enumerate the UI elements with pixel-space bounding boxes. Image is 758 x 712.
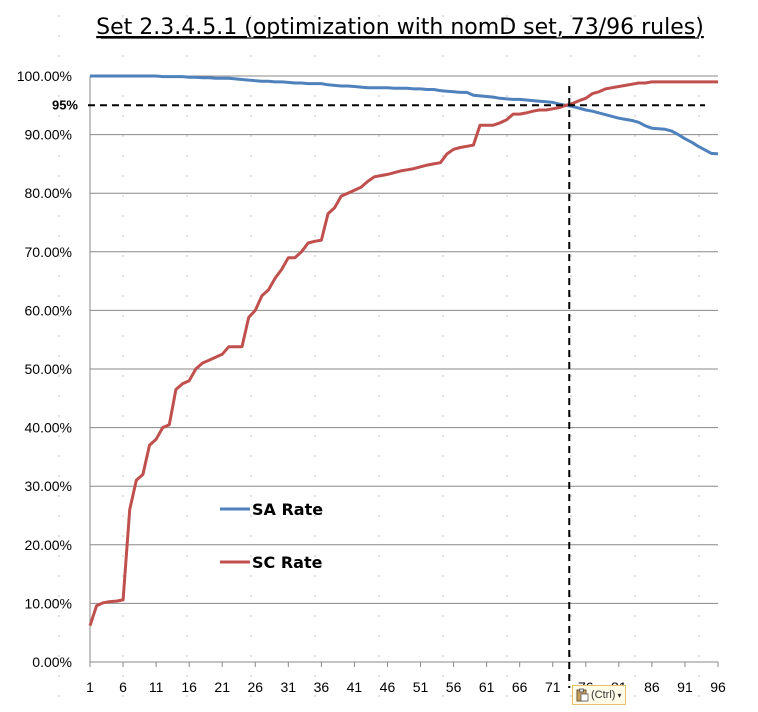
x-tick-label: 71	[545, 679, 561, 695]
y-tick-label: 40.00%	[25, 420, 72, 436]
x-tick-label: 31	[281, 679, 297, 695]
chart-title: Set 2.3.4.5.1 (optimization with nomD se…	[96, 15, 704, 40]
chevron-down-icon: ▾	[617, 690, 622, 700]
x-tick-label: 41	[347, 679, 363, 695]
y-tick-label: 70.00%	[25, 244, 72, 260]
x-tick-label: 66	[512, 679, 528, 695]
series-line-sc-rate	[88, 80, 718, 627]
x-tick-label: 21	[214, 679, 230, 695]
paste-options-label: (Ctrl)	[591, 689, 616, 701]
x-tick-label: 6	[119, 679, 127, 695]
x-tick-label: 36	[314, 679, 330, 695]
x-tick-label: 91	[677, 679, 693, 695]
x-tick-label: 61	[479, 679, 495, 695]
y-tick-label: 0.00%	[32, 654, 72, 670]
paste-options-button[interactable]: (Ctrl) ▾	[572, 685, 626, 705]
legend-label-sc: SC Rate	[252, 553, 323, 572]
x-tick-label: 56	[446, 679, 462, 695]
x-tick-label: 11	[149, 679, 164, 695]
legend-label-sa: SA Rate	[252, 500, 323, 519]
y-tick-label: 10.00%	[25, 595, 72, 611]
reference-line-label: 95%	[52, 97, 78, 112]
clipboard-icon	[575, 688, 589, 702]
y-tick-label: 30.00%	[25, 478, 72, 494]
plot-area: 0.00% 10.00% 20.00% 30.00% 40.00% 50.00% 60.00…	[17, 68, 726, 695]
x-tick-label: 96	[710, 679, 726, 695]
x-tick-label: 51	[413, 679, 429, 695]
y-tick-label: 50.00%	[25, 361, 72, 377]
y-tick-label: 80.00%	[25, 185, 72, 201]
x-tick-label: 16	[181, 679, 197, 695]
series-line-sa-rate	[90, 74, 719, 156]
x-tick-label: 26	[247, 679, 263, 695]
x-tick-label: 86	[644, 679, 660, 695]
y-tick-label: 90.00%	[25, 127, 72, 143]
y-tick-label: 100.00%	[17, 68, 72, 84]
legend: SA Rate SC Rate	[220, 500, 323, 572]
y-tick-label: 60.00%	[25, 302, 72, 318]
x-tick-label: 1	[86, 679, 94, 695]
y-tick-label: 20.00%	[25, 537, 72, 553]
x-tick-label: 46	[380, 679, 396, 695]
